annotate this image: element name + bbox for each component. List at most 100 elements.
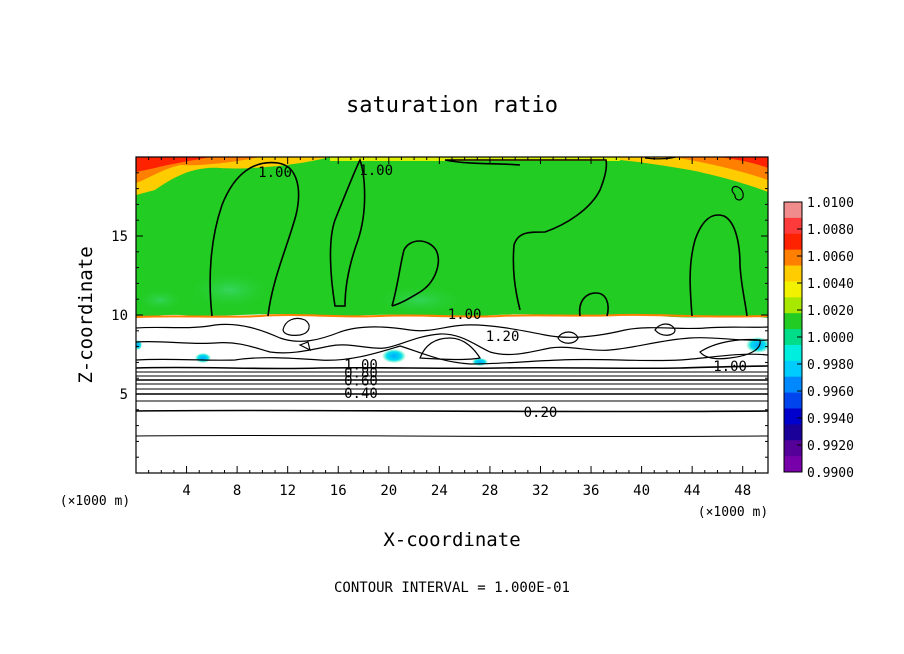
contour-interval-note: CONTOUR INTERVAL = 1.000E-01: [334, 580, 570, 596]
contour-label: 0.20: [524, 405, 558, 421]
contour-line: [654, 323, 676, 336]
y-tick-label: 5: [120, 387, 128, 403]
colorbar-label: 0.9940: [807, 412, 854, 427]
contour-line: [578, 292, 609, 317]
contour-line: [689, 214, 748, 317]
colorbar-swatch: [784, 217, 802, 235]
colorbar-swatch: [784, 424, 802, 441]
colorbar-swatch: [784, 456, 802, 473]
contour-line: [209, 161, 300, 317]
x-unit-left: (×1000 m): [60, 494, 130, 509]
contour-line: [136, 333, 768, 356]
colorbar-swatch: [784, 360, 802, 378]
colorbar-swatch: [784, 281, 802, 298]
y-axis: 5 10 15: [111, 172, 768, 458]
x-tick-label: 36: [583, 483, 600, 499]
x-axis: 4 8 12 16 20 24 28 32 36 40 44 48: [148, 157, 756, 499]
colorbar-label: 1.0020: [807, 304, 854, 319]
colorbar-swatch: [784, 202, 802, 219]
contour-line: [699, 338, 761, 360]
colorbar-label: 1.0100: [807, 196, 854, 211]
colorbar-swatch: [784, 329, 802, 346]
contour-labels: 1.00 1.001.001.201.000.800.600.400.201.00: [258, 163, 747, 421]
heatmap-field: [136, 157, 768, 473]
colorbar-label: 0.9900: [807, 466, 854, 481]
contour-line: [136, 345, 768, 365]
x-tick-label: 12: [279, 483, 296, 499]
top-edge-band: [720, 157, 768, 168]
subsaturated-blob: [136, 340, 142, 350]
colorbar-swatch: [784, 376, 802, 394]
x-tick-label: 8: [233, 483, 241, 499]
y-tick-label: 10: [111, 308, 128, 324]
x-tick-label: 28: [481, 483, 498, 499]
colorbar-swatch: [784, 408, 802, 425]
colorbar-label: 1.0040: [807, 277, 854, 292]
colorbar-swatch: [784, 344, 802, 362]
contour-line: [136, 378, 768, 382]
contour-line: [557, 331, 579, 344]
contour-line: [136, 365, 768, 370]
colorbar-swatch: [784, 392, 802, 409]
top-edge-band: [136, 157, 330, 195]
contour-line: [731, 185, 744, 201]
contour-label: 1.00: [713, 359, 747, 375]
contour-label: 1.00: [448, 307, 482, 323]
contour-line: [136, 434, 768, 438]
colorbar: 1.0100 1.0080 1.0060 1.0040 1.0020 1.0000 0.99…: [783, 196, 854, 481]
x-tick-label: 16: [330, 483, 347, 499]
subsaturated-blob: [746, 337, 768, 353]
top-edge-band: [330, 157, 620, 161]
subsaturated-blob: [195, 353, 211, 363]
colorbar-label: 0.9920: [807, 439, 854, 454]
colorbar-swatch: [784, 440, 802, 457]
contour-label: 1.20: [486, 329, 520, 345]
colorbar-label: 0.9980: [807, 358, 854, 373]
contour-line: [136, 371, 768, 373]
contour-line: [282, 317, 310, 336]
contour-label: 0.40: [344, 386, 378, 402]
field-patch: [185, 270, 275, 310]
contour-label: 1.00: [344, 358, 378, 374]
colorbar-label: 1.0060: [807, 250, 854, 265]
contour-label: 0.80: [344, 365, 378, 381]
y-axis-label: Z-coordinate: [75, 246, 97, 383]
x-tick-label: 40: [633, 483, 650, 499]
cloud-base-strip: [136, 313, 768, 318]
x-axis-label: X-coordinate: [383, 529, 520, 551]
contour-label: 1.00: [258, 165, 292, 181]
colorbar-label: 1.0080: [807, 223, 854, 238]
colorbar-label: 0.9960: [807, 385, 854, 400]
contour-line: [136, 392, 768, 396]
contour-line: [136, 400, 768, 402]
chart-title: saturation ratio: [346, 93, 558, 118]
contour-label: 1.00: [359, 163, 393, 179]
contour-line: [136, 375, 768, 377]
contour-line: [136, 388, 768, 390]
field-patch: [136, 288, 185, 312]
x-tick-label: 4: [182, 483, 190, 499]
x-tick-label: 32: [532, 483, 549, 499]
contour-line: [298, 341, 311, 352]
colorbar-swatch: [784, 297, 802, 314]
contour-line: [419, 337, 481, 361]
x-tick-label: 48: [734, 483, 751, 499]
contour-line: [136, 409, 768, 413]
y-tick-label: 15: [111, 229, 128, 245]
top-edge-band: [670, 157, 768, 180]
colorbar-swatch: [784, 313, 802, 330]
contour-line: [391, 240, 440, 307]
subsaturated-blob: [382, 349, 406, 363]
top-edge-band: [136, 157, 210, 172]
contour-line: [136, 383, 768, 385]
colorbar-swatch: [784, 249, 802, 267]
contour-line: [329, 157, 366, 307]
colorbar-swatch: [784, 265, 802, 282]
contour-label: 0.60: [344, 373, 378, 389]
contour-line: [444, 159, 608, 311]
colorbar-label: 1.0000: [807, 331, 854, 346]
contour-lines: [136, 157, 768, 438]
x-tick-label: 44: [684, 483, 701, 499]
x-tick-label: 20: [380, 483, 397, 499]
